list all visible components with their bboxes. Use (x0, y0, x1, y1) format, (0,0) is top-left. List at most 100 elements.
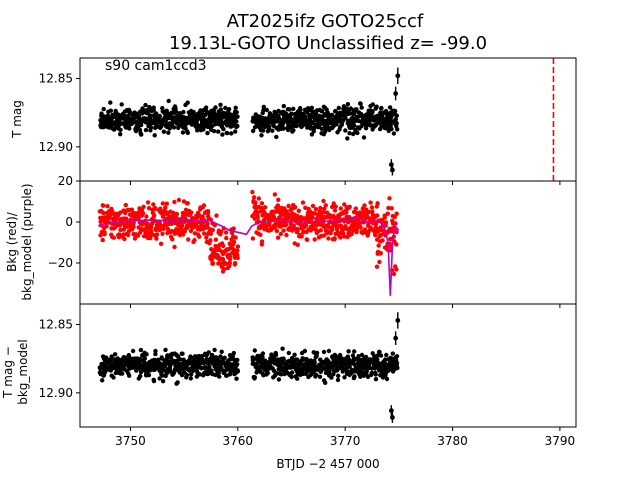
bkg-point (365, 233, 370, 238)
magnitude-point (119, 102, 124, 107)
magnitude-point (153, 351, 158, 357)
bkg-point (373, 221, 379, 227)
magnitude-point (370, 102, 375, 107)
bkg-point (276, 197, 281, 202)
bkg-point (369, 205, 375, 210)
bkg-point (326, 236, 331, 241)
magnitude-point (345, 136, 350, 141)
bkg-point (382, 215, 387, 220)
magnitude-point (359, 352, 365, 358)
magnitude-point (207, 364, 212, 370)
magnitude-point (145, 109, 151, 115)
magnitude-point (138, 347, 144, 353)
bkg-point (292, 226, 297, 231)
magnitude-point (171, 371, 176, 376)
panel-corrected-frame (79, 303, 577, 428)
magnitude-point (138, 130, 143, 136)
bkg-point (295, 242, 300, 247)
magnitude-point (312, 360, 317, 365)
bkg-point (126, 232, 131, 238)
bkg-point (385, 211, 390, 216)
bkg-point (338, 235, 343, 240)
bkg-point (235, 244, 241, 249)
magnitude-point (394, 113, 399, 118)
bkg-point (387, 196, 392, 201)
bkg-point (235, 252, 240, 258)
bkg-point (148, 225, 154, 230)
bkg-point (146, 206, 152, 211)
bkg-point (235, 248, 240, 253)
magnitude-point (261, 108, 266, 113)
magnitude-point (343, 128, 348, 133)
magnitude-point (276, 377, 282, 382)
bkg-point (321, 198, 326, 204)
magnitude-point (274, 134, 279, 140)
bkg-point (161, 226, 166, 231)
magnitude-point (160, 106, 165, 111)
ccd-annotation: s90 cam1ccd3 (105, 58, 207, 74)
bkg-point (321, 210, 326, 215)
magnitude-point (250, 128, 256, 134)
bkg-point (392, 214, 397, 220)
bkg-point (278, 231, 283, 237)
magnitude-point (303, 114, 308, 120)
magnitude-point (184, 372, 190, 378)
magnitude-point (212, 347, 217, 353)
magnitude-point (377, 349, 382, 355)
bkg-point (154, 233, 159, 238)
magnitude-point (229, 131, 234, 136)
bkg-point (328, 231, 333, 236)
magnitude-point (235, 114, 240, 119)
bkg-point (111, 235, 117, 240)
magnitude-point (354, 130, 359, 135)
bkg-point (201, 203, 207, 208)
bkg-point (262, 205, 268, 210)
magnitude-point (358, 374, 363, 379)
bkg-point (378, 251, 383, 256)
magnitude-point (173, 109, 179, 114)
bkg-point (283, 222, 289, 227)
bkg-point (219, 229, 224, 234)
magnitude-point (356, 354, 361, 359)
bkg-point (101, 203, 106, 208)
magnitude-point (252, 348, 257, 353)
magnitude-point (211, 128, 217, 134)
bkg-point (172, 199, 177, 205)
magnitude-point (281, 356, 286, 361)
magnitude-point (160, 379, 166, 384)
magnitude-point (327, 369, 332, 374)
magnitude-point (317, 113, 322, 119)
y-tick-label: 12.90 (39, 140, 73, 154)
magnitude-point (281, 103, 286, 109)
magnitude-point (205, 130, 210, 136)
bkg-point (274, 228, 279, 234)
magnitude-point (286, 122, 291, 128)
magnitude-point (178, 357, 183, 362)
bkg-point (200, 214, 205, 219)
bkg-point (131, 224, 136, 230)
magnitude-point (144, 120, 149, 125)
bkg-point (281, 228, 286, 233)
magnitude-point (336, 373, 341, 378)
magnitude-point (130, 119, 135, 125)
magnitude-point (101, 373, 106, 378)
bkg-point (318, 205, 323, 211)
magnitude-point (278, 372, 284, 377)
magnitude-point (323, 380, 328, 385)
bkg-point (295, 228, 300, 233)
background-marks (97, 189, 400, 296)
magnitude-point (345, 102, 351, 107)
magnitude-point (173, 365, 179, 370)
bkg-point (172, 244, 177, 250)
magnitude-point (191, 109, 196, 115)
magnitude-point (311, 129, 316, 134)
magnitude-point (352, 362, 357, 367)
magnitude-point (209, 368, 214, 373)
x-axis-label: BTJD −2 457 000 (276, 457, 379, 471)
bkg-point (160, 201, 165, 206)
bkg-point (275, 203, 281, 208)
magnitude-point (252, 375, 257, 380)
magnitude-point (291, 128, 296, 133)
magnitude-point (127, 126, 132, 131)
